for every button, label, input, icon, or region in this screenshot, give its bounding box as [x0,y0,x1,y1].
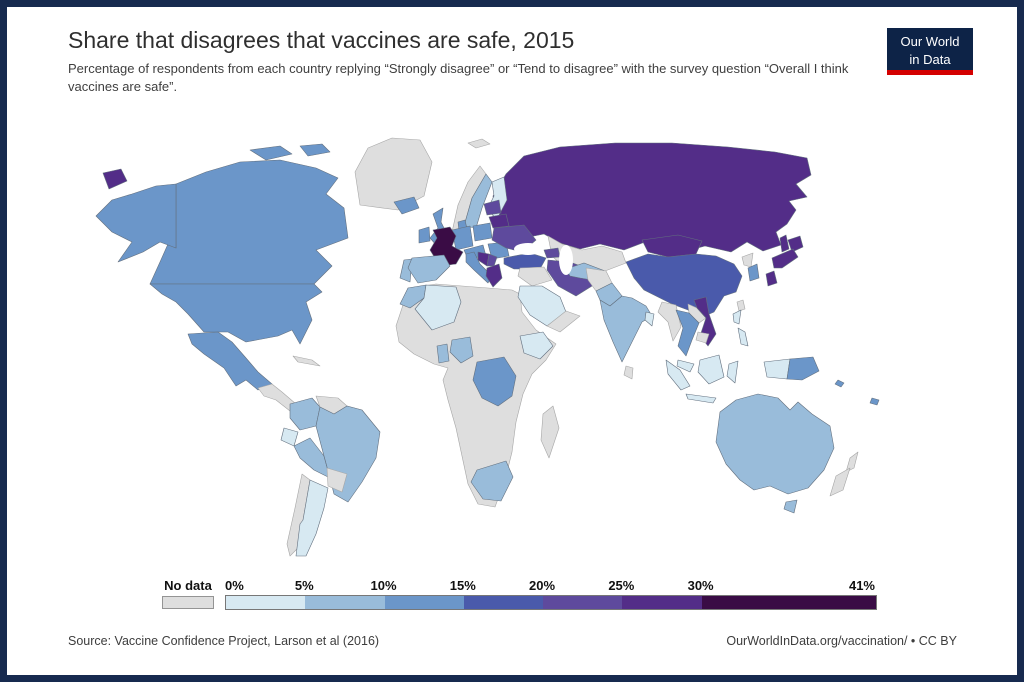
country-united-states[interactable] [149,283,323,345]
owid-logo[interactable]: Our World in Data [887,28,973,75]
legend-no-data: No data [160,578,216,609]
country-russia[interactable] [492,142,812,253]
country-australia-tasmania[interactable] [783,499,798,514]
legend-tick: 30% [687,578,714,593]
country-svalbard[interactable] [467,138,491,149]
country-fiji[interactable] [869,397,880,406]
world-choropleth-map [95,137,880,557]
country-united-states-alaska[interactable] [95,183,177,263]
country-canada-arctic-2[interactable] [299,143,331,157]
country-cuba[interactable] [292,355,321,367]
legend-color-bar [225,595,877,610]
country-myanmar[interactable] [657,301,682,342]
country-thailand[interactable] [675,309,700,357]
chart-subtitle: Percentage of respondents from each coun… [68,61,849,95]
country-bangladesh[interactable] [644,311,655,327]
caspian-sea [559,245,573,275]
country-malaysia[interactable] [676,359,695,373]
source-note: Source: Vaccine Confidence Project, Lars… [68,634,380,648]
country-new-zealand-south[interactable] [829,467,851,497]
legend-segment-20-25%[interactable] [543,596,623,609]
country-taiwan[interactable] [736,299,746,312]
legend-segment-15-20%[interactable] [463,596,544,609]
country-solomon-islands[interactable] [834,379,845,388]
legend-tick: 41% [848,578,875,593]
legend-tick-labels: 0% 5% 10% 15% 20% 25% 30% 41% [225,578,875,595]
country-democratic-republic-of-congo[interactable] [472,356,517,407]
country-russia-chukotka[interactable] [102,168,128,190]
legend-no-data-label: No data [164,578,212,593]
country-algeria[interactable] [414,284,462,331]
country-australia[interactable] [715,393,835,495]
black-sea [514,243,542,255]
legend-segment-0-5%[interactable] [226,596,306,609]
country-baltic-states[interactable] [483,199,502,216]
country-papua-new-guinea[interactable] [786,356,820,381]
legend-color-scale: 0% 5% 10% 15% 20% 25% 30% 41% [225,578,877,610]
country-germany[interactable] [451,225,474,251]
country-south-africa[interactable] [470,460,514,502]
country-bolivia[interactable] [326,467,348,493]
country-india[interactable] [599,295,653,363]
legend-tick: 25% [608,578,635,593]
country-south-korea[interactable] [747,263,760,282]
attribution-link[interactable]: OurWorldInData.org/vaccination/ • CC BY [726,634,957,648]
country-north-korea[interactable] [741,252,754,268]
legend-segment-30-41%[interactable] [701,596,876,609]
country-argentina[interactable] [295,479,329,557]
country-ethiopia[interactable] [519,331,554,360]
country-turkey[interactable] [503,252,547,270]
country-ghana[interactable] [436,343,450,364]
country-japan-hokkaido[interactable] [787,235,804,253]
country-ecuador[interactable] [280,427,299,447]
country-laos[interactable] [687,303,707,324]
country-mexico[interactable] [187,331,273,391]
legend-tick: 5% [294,578,314,593]
legend-segment-5-10%[interactable] [305,596,385,609]
country-yemen[interactable] [546,310,581,333]
country-indonesia-west-papua[interactable] [763,358,791,380]
country-iceland[interactable] [393,196,420,215]
country-morocco[interactable] [399,284,427,309]
country-colombia[interactable] [289,397,321,431]
owid-logo-line2: in Data [909,52,951,68]
legend-no-data-swatch[interactable] [162,596,214,609]
country-cambodia[interactable] [695,331,710,344]
legend-tick: 10% [370,578,397,593]
legend-segment-25-30%[interactable] [622,596,702,609]
country-iraq[interactable] [517,266,553,287]
country-belarus[interactable] [488,213,510,229]
country-caucasus[interactable] [543,247,561,259]
country-sri-lanka[interactable] [623,365,634,380]
country-poland[interactable] [472,222,493,242]
country-indonesia-java[interactable] [685,393,717,404]
country-japan-honshu[interactable] [771,248,799,269]
country-nigeria[interactable] [449,336,474,364]
country-philippines-luzon[interactable] [732,309,742,325]
country-japan-kyushu[interactable] [765,270,778,287]
page-title: Share that disagrees that vaccines are s… [68,27,575,53]
country-russia-sakhalin[interactable] [779,234,790,253]
legend-tick: 15% [449,578,476,593]
legend-segment-10-15%[interactable] [384,596,464,609]
owid-logo-line1: Our World [900,34,960,49]
country-new-zealand-north[interactable] [845,451,859,473]
country-greece[interactable] [485,263,503,288]
country-vietnam[interactable] [693,296,717,347]
country-madagascar[interactable] [540,405,560,459]
country-indonesia-borneo[interactable] [697,354,725,385]
legend-tick: 20% [529,578,556,593]
country-china[interactable] [625,253,743,319]
country-indonesia-sulawesi[interactable] [726,360,739,384]
country-philippines-mindanao[interactable] [737,327,749,347]
country-canada-arctic-1[interactable] [249,145,293,161]
country-greenland[interactable] [354,137,433,211]
country-spain[interactable] [407,254,451,284]
country-indonesia-sumatra[interactable] [665,359,691,391]
country-ireland[interactable] [418,226,431,244]
legend-tick: 0% [225,578,244,593]
country-canada[interactable] [149,159,349,285]
